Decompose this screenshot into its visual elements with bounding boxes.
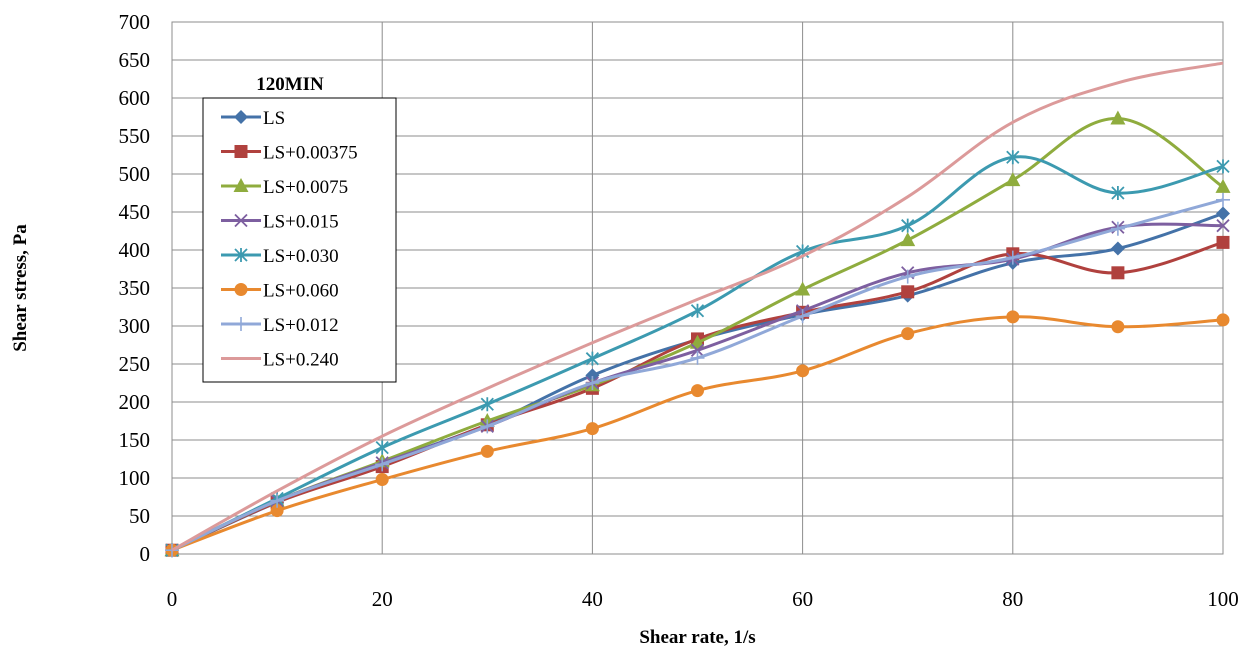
legend-label: LS+0.060 (263, 281, 339, 302)
data-point (795, 309, 810, 324)
legend-marker (234, 283, 248, 296)
data-point (480, 397, 494, 412)
legend-label: LS+0.015 (263, 212, 339, 233)
data-point (375, 440, 389, 455)
legend-entry: LS+0.00375 (221, 143, 358, 164)
data-point (1110, 221, 1125, 236)
data-point (1110, 241, 1125, 256)
data-point (585, 351, 600, 366)
data-point (585, 422, 599, 436)
data-point (1216, 313, 1230, 327)
legend-marker (233, 178, 249, 192)
data-point (375, 457, 390, 472)
data-point (1110, 110, 1126, 125)
data-point (900, 232, 916, 247)
data-point (901, 218, 915, 233)
legend-label: LS+0.0075 (263, 177, 348, 198)
legend-marker (234, 248, 248, 262)
data-point (795, 281, 811, 296)
data-point (1216, 192, 1230, 207)
data-point (375, 473, 389, 487)
y-tick-label: 350 (119, 276, 151, 300)
legend-entry: LS+0.012 (221, 315, 339, 336)
legend-label: LS+0.00375 (263, 143, 358, 164)
legend-label: LS+0.030 (263, 246, 339, 267)
series-ls-0-240 (171, 61, 1224, 552)
data-point (1005, 250, 1020, 265)
data-point (270, 504, 284, 518)
y-tick-label: 550 (119, 124, 151, 148)
legend: 120MIN LS LS+0.00375 LS+0.0075 LS+0.015 LS+0.… (202, 74, 397, 383)
data-point (900, 269, 915, 284)
y-tick-label: 500 (119, 162, 151, 186)
data-point (1111, 266, 1125, 280)
legend-entry: LS+0.0075 (221, 177, 348, 198)
data-point (796, 364, 810, 378)
legend-marker (234, 110, 248, 124)
data-point (1006, 310, 1020, 324)
axes: 0501001502002503003504004505005506006507… (119, 10, 1239, 611)
legend-marker (234, 145, 248, 158)
y-tick-label: 250 (119, 352, 151, 376)
legend-marker (234, 213, 248, 228)
data-point (270, 493, 285, 508)
y-tick-label: 0 (140, 542, 151, 566)
data-point (1216, 235, 1230, 249)
y-axis-title: Shear stress, Pa (10, 224, 31, 352)
legend-label: LS (263, 108, 285, 129)
y-tick-label: 150 (119, 428, 151, 452)
legend-entry: LS (221, 108, 285, 129)
x-tick-label: 0 (167, 587, 178, 611)
legend-marker (234, 317, 248, 331)
data-point (1216, 206, 1230, 221)
y-tick-label: 100 (119, 466, 151, 490)
y-tick-label: 600 (119, 86, 151, 110)
series-line (171, 155, 1224, 552)
y-tick-label: 650 (119, 48, 151, 72)
data-point (480, 444, 494, 458)
series-line (171, 61, 1224, 552)
y-tick-label: 450 (119, 200, 151, 224)
legend-label: LS+0.240 (263, 350, 339, 371)
x-axis-title: Shear rate, 1/s (639, 627, 755, 648)
data-point (690, 303, 705, 318)
data-point (690, 343, 705, 357)
y-tick-label: 200 (119, 390, 151, 414)
data-point (585, 376, 600, 390)
legend-title: 120MIN (256, 74, 324, 95)
data-point (691, 384, 704, 398)
series-group (164, 61, 1231, 558)
data-point (480, 419, 495, 434)
y-tick-label: 400 (119, 238, 151, 262)
y-tick-label: 700 (119, 10, 151, 34)
x-tick-label: 80 (1002, 587, 1023, 611)
data-point (690, 350, 705, 365)
series-ls-0-012 (165, 192, 1230, 558)
data-point (690, 334, 705, 349)
legend-label: LS+0.012 (263, 315, 339, 336)
x-tick-label: 20 (372, 587, 393, 611)
data-point (901, 285, 915, 299)
y-tick-label: 300 (119, 314, 151, 338)
legend-entry: LS+0.240 (221, 350, 339, 371)
data-point (1111, 320, 1125, 334)
legend-entry: LS+0.030 (221, 246, 339, 267)
x-tick-label: 60 (792, 587, 813, 611)
data-point (1215, 178, 1231, 193)
data-point (1006, 150, 1020, 165)
legend-entry: LS+0.060 (221, 281, 339, 302)
x-tick-label: 100 (1207, 587, 1239, 611)
legend-box (202, 97, 397, 383)
data-point (1216, 159, 1230, 174)
y-tick-label: 50 (129, 504, 150, 528)
data-point (901, 327, 915, 341)
data-point (1216, 219, 1230, 233)
data-point (1005, 172, 1021, 187)
x-tick-label: 40 (582, 587, 603, 611)
legend-entry: LS+0.015 (221, 212, 339, 233)
data-point (1111, 186, 1125, 200)
